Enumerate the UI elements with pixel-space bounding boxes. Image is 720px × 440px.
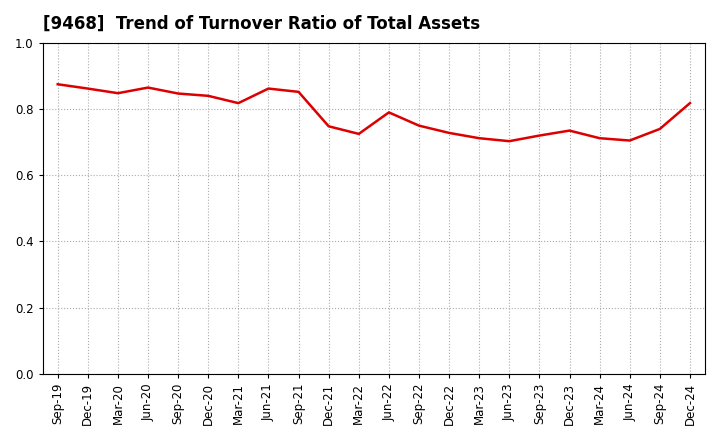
Text: [9468]  Trend of Turnover Ratio of Total Assets: [9468] Trend of Turnover Ratio of Total … xyxy=(42,15,480,33)
